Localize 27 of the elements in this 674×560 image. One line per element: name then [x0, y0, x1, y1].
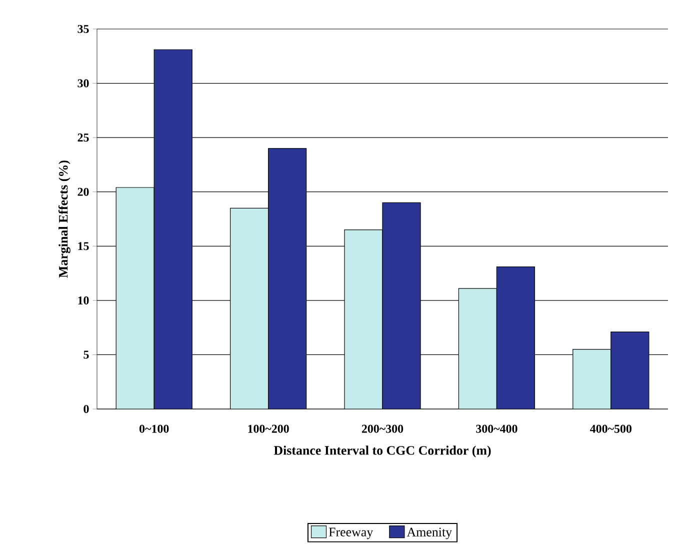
- bar: [154, 49, 192, 409]
- y-tick-label: 0: [84, 404, 89, 414]
- bar: [230, 208, 269, 409]
- y-tick-label: 15: [78, 242, 89, 250]
- x-tick-label: 0~100: [139, 424, 169, 433]
- x-tick-label: 100~200: [248, 424, 289, 433]
- y-tick-label: 10: [78, 296, 89, 304]
- bar: [458, 288, 498, 409]
- bar: [572, 348, 612, 409]
- x-tick-label: 200~300: [362, 424, 404, 433]
- y-axis-title: Marginal Effects (%): [58, 160, 70, 278]
- bar: [382, 202, 421, 409]
- y-tick-label: 35: [78, 24, 89, 34]
- legend-label: Amenity: [406, 528, 452, 540]
- bar: [344, 230, 383, 409]
- x-tick-label: 300~400: [476, 424, 518, 433]
- x-axis-title: Distance Interval to CGC Corridor (m): [274, 446, 491, 458]
- bar: [116, 187, 154, 409]
- x-tick-label: 400~500: [590, 424, 632, 433]
- y-tick-label: 30: [78, 79, 89, 88]
- y-tick-label: 20: [78, 188, 89, 196]
- bar: [610, 332, 650, 409]
- y-tick-label: 25: [78, 134, 89, 142]
- bar: [496, 266, 536, 409]
- legend-label: Freeway: [328, 528, 374, 540]
- bar: [268, 148, 307, 409]
- y-tick-label: 5: [84, 350, 89, 359]
